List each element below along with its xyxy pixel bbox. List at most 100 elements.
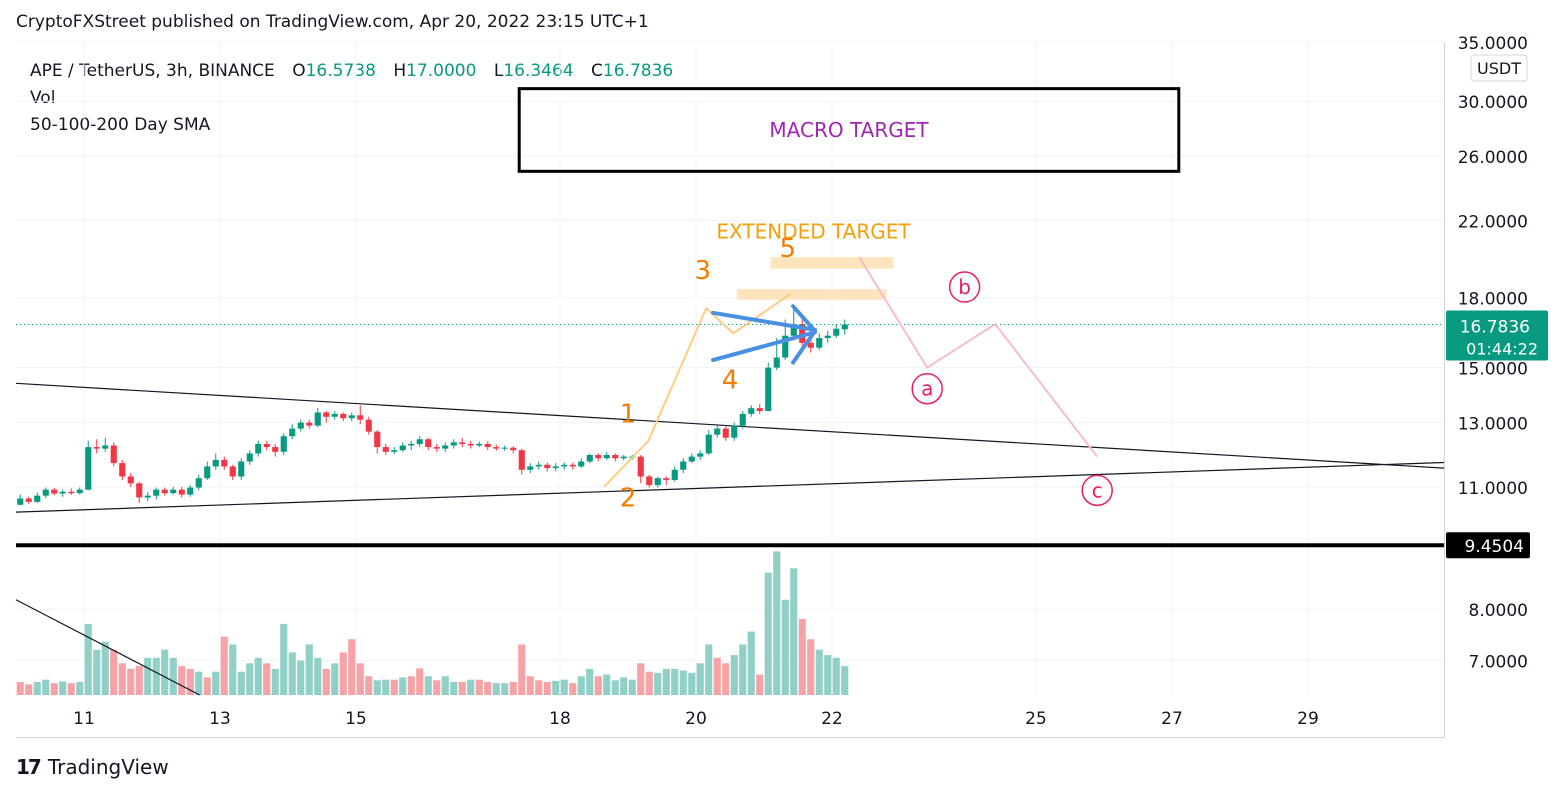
legend-high-label: H [393, 61, 407, 81]
candle-body [68, 491, 75, 494]
time-axis-label: 22 [821, 709, 843, 729]
volume-bar [93, 649, 101, 695]
price-axis-label: 26.0000 [1458, 148, 1528, 168]
volume-bar [416, 668, 424, 695]
candle-body [705, 434, 712, 454]
candle-body [425, 439, 432, 448]
footer-brand: TradingView [47, 755, 169, 779]
candle-body [306, 422, 313, 426]
volume-bar [382, 679, 390, 695]
volume-bar [50, 683, 58, 695]
candle-body [841, 324, 848, 330]
volume-bar [713, 657, 721, 695]
candle-body [501, 447, 508, 449]
volume-bar [356, 663, 364, 695]
volume-bar [679, 670, 687, 695]
candle-body [272, 447, 279, 452]
legend-open-label: O [292, 61, 306, 81]
volume-bar [433, 680, 441, 695]
time-axis-label: 20 [685, 709, 707, 729]
volume-bar [705, 644, 713, 695]
corrective-label-circle-c [1081, 474, 1113, 507]
volume-bar [25, 684, 33, 695]
candle-body [85, 447, 92, 490]
candle-body [790, 324, 797, 336]
price-axis-label: 15.0000 [1458, 360, 1528, 380]
tradingview-logo-icon: 17 [16, 755, 42, 779]
legend-ohlc-row: APE / TetherUS, 3h, BINANCE O16.5738 H17… [30, 58, 673, 85]
candle-body [552, 466, 559, 469]
legend-low-label: L [493, 61, 504, 81]
candle-body [493, 447, 500, 449]
volume-bar [42, 679, 50, 695]
candle-body [59, 491, 66, 494]
candle-body [297, 422, 304, 429]
footer: 17 TradingView [16, 755, 169, 779]
candle-body [187, 487, 194, 495]
volume-bar [824, 655, 832, 695]
volume-bar [552, 680, 560, 695]
volume-bar [586, 668, 594, 695]
candle-body [110, 445, 117, 464]
candle-body [229, 466, 236, 477]
volume-bar [399, 677, 407, 695]
volume-bar [271, 668, 279, 695]
candle-body [195, 478, 202, 488]
volume-bar [645, 671, 653, 695]
candle-body [42, 489, 49, 496]
volume-bar [390, 679, 398, 695]
volume-bar [178, 666, 186, 695]
volume-bar [348, 639, 356, 695]
candle-body [348, 415, 355, 419]
chart-pane[interactable] [16, 42, 1445, 738]
candle-body [782, 335, 789, 358]
volume-bar [807, 639, 815, 695]
time-axis-label: 29 [1297, 709, 1319, 729]
volume-bar [110, 649, 118, 695]
candle-body [25, 498, 32, 502]
time-axis-label: 11 [73, 709, 95, 729]
last-price-value: 16.7836 [1460, 317, 1530, 337]
candle-body [688, 456, 695, 462]
volume-bar [747, 631, 755, 695]
candle-body [102, 445, 109, 449]
candle-body [459, 442, 466, 444]
volume-bar [305, 644, 313, 695]
candle-body [314, 412, 321, 426]
extended-target-label: EXTENDED TARGET [716, 219, 911, 243]
legend-sma[interactable]: 50-100-200 Day SMA [30, 115, 211, 135]
volume-bar [722, 663, 730, 695]
legend-symbol[interactable]: APE / TetherUS, 3h, BINANCE [30, 61, 275, 81]
candle-body [833, 328, 840, 336]
time-axis-label: 18 [549, 709, 571, 729]
candle-body [756, 408, 763, 411]
corrective-label-b: b [958, 275, 971, 299]
candle-body [365, 419, 372, 432]
trendline-upper [15, 382, 1445, 469]
volume-bar [492, 683, 500, 695]
candle-body [569, 464, 576, 467]
volume-bar [773, 551, 781, 695]
volume-bar [152, 657, 160, 695]
candle-body [518, 450, 525, 470]
candle-body [374, 431, 381, 448]
candle-body [680, 461, 687, 470]
volume-bar [730, 655, 738, 695]
volume-bar [756, 674, 764, 695]
volume-bar [620, 677, 628, 695]
volume-bar [543, 682, 551, 695]
volume-bar [790, 568, 798, 695]
legend-volume[interactable]: Vol [30, 88, 56, 108]
corrective-label-circle-a [911, 372, 943, 405]
price-axis-label: 22.0000 [1458, 212, 1528, 232]
candle-body [51, 489, 58, 494]
candle-body [280, 436, 287, 452]
volume-bar [135, 666, 143, 695]
volume-bar [764, 572, 772, 695]
candle-body [671, 469, 678, 480]
projection-arrow [711, 304, 817, 365]
volume-bar [59, 681, 67, 695]
last-price-tag [1446, 310, 1548, 361]
volume-bar [509, 682, 517, 695]
price-axis-label: 18.0000 [1458, 290, 1528, 310]
